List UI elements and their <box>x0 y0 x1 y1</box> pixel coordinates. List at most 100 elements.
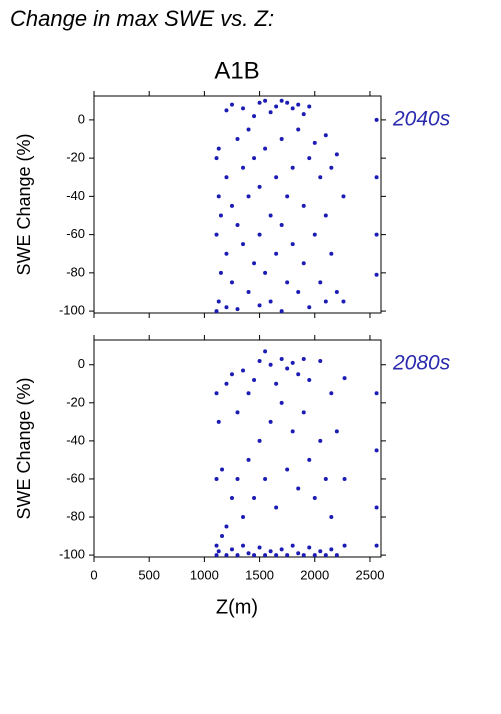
scatter-point <box>323 299 328 304</box>
scatter-point <box>312 232 317 237</box>
scatter-point <box>341 299 346 304</box>
scatter-point <box>257 358 262 363</box>
scatter-point <box>263 553 268 558</box>
scatter-point <box>257 232 262 237</box>
scatter-point <box>290 543 295 548</box>
scatter-point <box>252 156 257 161</box>
scatter-point <box>274 381 279 386</box>
y-tick-label: -40 <box>66 188 85 203</box>
scatter-point <box>268 213 273 218</box>
scatter-point <box>285 100 290 105</box>
x-tick-label: 500 <box>138 567 160 582</box>
scatter-point <box>214 309 219 314</box>
scatter-point <box>301 553 306 558</box>
scatter-point <box>229 203 234 208</box>
scatter-point <box>235 410 240 415</box>
scatter-point <box>342 543 347 548</box>
scatter-point <box>268 549 273 554</box>
scatter-point <box>318 358 323 363</box>
scatter-point <box>214 476 219 481</box>
scatter-point <box>252 114 257 119</box>
scatter-point <box>246 289 251 294</box>
scatter-point <box>224 305 229 310</box>
scatter-point <box>334 152 339 157</box>
scatter-point <box>252 553 257 558</box>
x-tick-label: 1500 <box>245 567 274 582</box>
scatter-point <box>329 547 334 552</box>
scatter-point <box>374 232 379 237</box>
scatter-point <box>329 515 334 520</box>
scatter-point <box>263 270 268 275</box>
scatter-point <box>268 299 273 304</box>
y-tick-label: 0 <box>78 111 85 126</box>
scatter-point <box>216 549 221 554</box>
x-tick-label: 0 <box>90 567 97 582</box>
scatter-point <box>318 175 323 180</box>
scatter-point <box>274 175 279 180</box>
scatter-point <box>216 419 221 424</box>
scatter-point <box>374 175 379 180</box>
figure-title: Change in max SWE vs. Z: <box>10 6 274 31</box>
scatter-point <box>279 223 284 228</box>
y-tick-label: -40 <box>66 432 85 447</box>
scatter-point <box>307 457 312 462</box>
scatter-point <box>323 213 328 218</box>
y-axis-label: SWE Change (%) <box>14 133 34 275</box>
scatter-point <box>318 438 323 443</box>
scatter-point <box>323 553 328 558</box>
scatter-point <box>329 391 334 396</box>
scatter-point <box>263 476 268 481</box>
y-tick-label: -80 <box>66 264 85 279</box>
scatter-point <box>263 98 268 103</box>
scatter-point <box>218 270 223 275</box>
scatter-point <box>274 104 279 109</box>
scatter-point <box>229 547 234 552</box>
scatter-point <box>334 553 339 558</box>
y-tick-label: -60 <box>66 226 85 241</box>
scatter-point <box>301 261 306 266</box>
scatter-point <box>285 280 290 285</box>
scatter-point <box>307 104 312 109</box>
scatter-point <box>374 272 379 277</box>
scatter-point <box>257 184 262 189</box>
scatter-point <box>307 545 312 550</box>
scatter-point <box>301 112 306 117</box>
y-axis-label: SWE Change (%) <box>14 377 34 519</box>
panel-label: 2080s <box>392 352 451 375</box>
scatter-point <box>229 372 234 377</box>
y-tick-label: -80 <box>66 508 85 523</box>
scatter-point <box>220 467 225 472</box>
scatter-point <box>241 106 246 111</box>
scatter-point <box>235 137 240 142</box>
scatter-point <box>246 391 251 396</box>
scatter-point <box>235 223 240 228</box>
x-axis-label: Z(m) <box>216 596 258 618</box>
scatter-point <box>296 551 301 556</box>
scatter-point <box>342 476 347 481</box>
scatter-point <box>279 547 284 552</box>
scatter-point <box>257 100 262 105</box>
scatter-point <box>229 102 234 107</box>
scatter-point <box>268 362 273 367</box>
scatter-point <box>263 146 268 151</box>
scatter-point <box>235 553 240 558</box>
scatter-point <box>246 551 251 556</box>
plot-frame <box>93 95 382 314</box>
scatter-point <box>224 553 229 558</box>
scatter-point <box>323 133 328 138</box>
scatter-point <box>216 146 221 151</box>
scatter-point <box>342 376 347 381</box>
plot-frame <box>93 339 382 558</box>
scatter-point <box>216 299 221 304</box>
scatter-point <box>246 194 251 199</box>
scatter-point <box>214 156 219 161</box>
scatter-point <box>334 289 339 294</box>
scatter-point <box>241 242 246 247</box>
scatter-point <box>290 429 295 434</box>
scatter-point <box>329 165 334 170</box>
panel-label: 2040s <box>392 108 451 131</box>
scatter-point <box>246 457 251 462</box>
scatter-point <box>312 553 317 558</box>
scatter-point <box>307 305 312 310</box>
scatter-point <box>235 307 240 312</box>
